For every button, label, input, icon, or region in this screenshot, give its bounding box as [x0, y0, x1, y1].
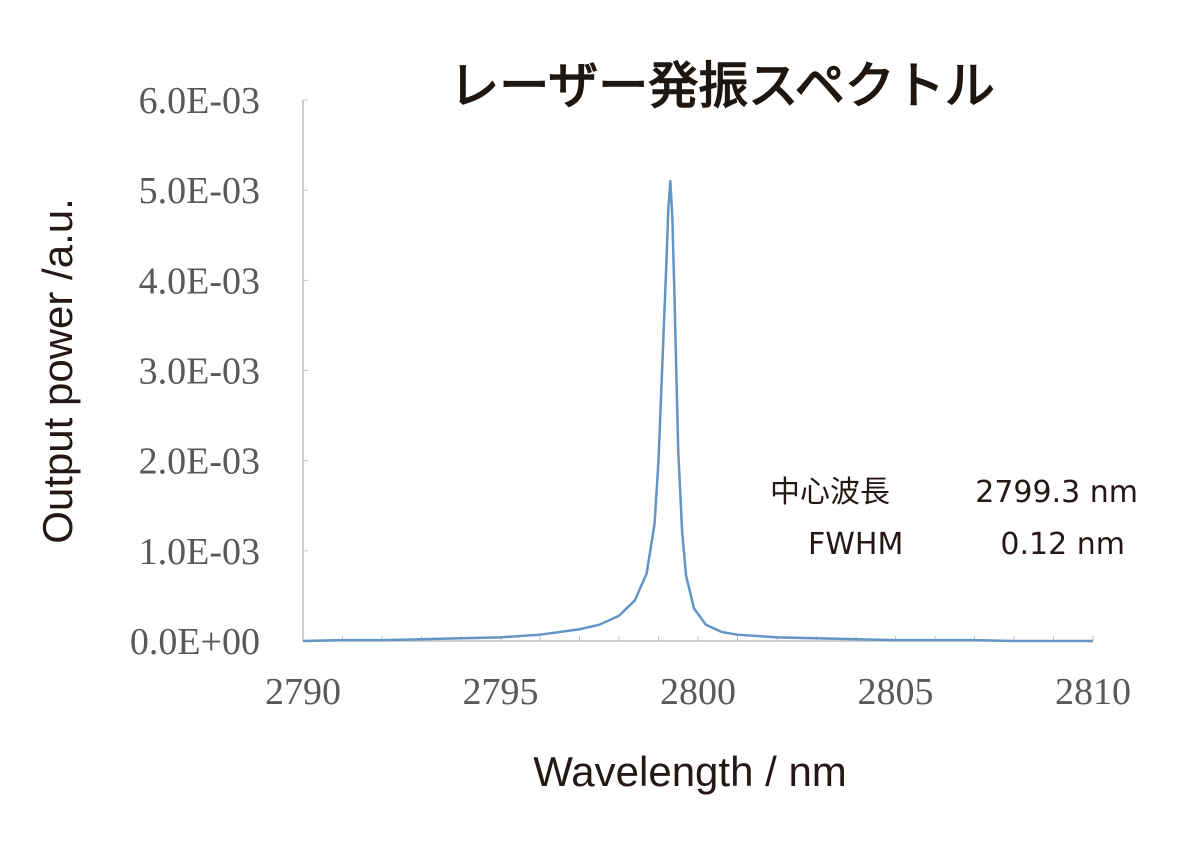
y-tick-label: 6.0E-03: [139, 80, 260, 122]
y-tick-label: 3.0E-03: [139, 351, 260, 393]
annotation-center-value: 2799.3 nm: [975, 475, 1138, 510]
y-tick-labels: 0.0E+00 1.0E-03 2.0E-03 3.0E-03 4.0E-03 5.0E-…: [130, 80, 260, 663]
x-tick-label: 2800: [660, 671, 736, 713]
y-tick-label: 0.0E+00: [130, 621, 260, 663]
chart-title: レーザー発振スペクトル: [449, 57, 995, 115]
spectrum-series-line: [302, 179, 1093, 643]
annotation-center-label: 中心波長: [770, 475, 890, 510]
x-axis-label: Wavelength / nm: [533, 748, 847, 795]
annotation-block: 中心波長 2799.3 nm FWHM 0.12 nm: [770, 475, 1138, 562]
y-tick-label: 2.0E-03: [139, 441, 260, 483]
y-tick-label: 4.0E-03: [139, 260, 260, 302]
x-tick-label: 2805: [858, 671, 934, 713]
y-tick-label: 1.0E-03: [139, 531, 260, 573]
x-tick-label: 2795: [463, 671, 539, 713]
x-tick-labels: 2790 2795 2800 2805 2810: [265, 671, 1131, 713]
x-tick-label: 2810: [1055, 671, 1131, 713]
y-tick-label: 5.0E-03: [139, 170, 260, 212]
annotation-fwhm-label: FWHM: [808, 527, 903, 562]
annotation-fwhm-value: 0.12 nm: [1000, 527, 1125, 562]
y-axis-label: Output power /a.u.: [34, 198, 81, 544]
x-tick-label: 2790: [265, 671, 341, 713]
y-axis: [302, 99, 308, 642]
